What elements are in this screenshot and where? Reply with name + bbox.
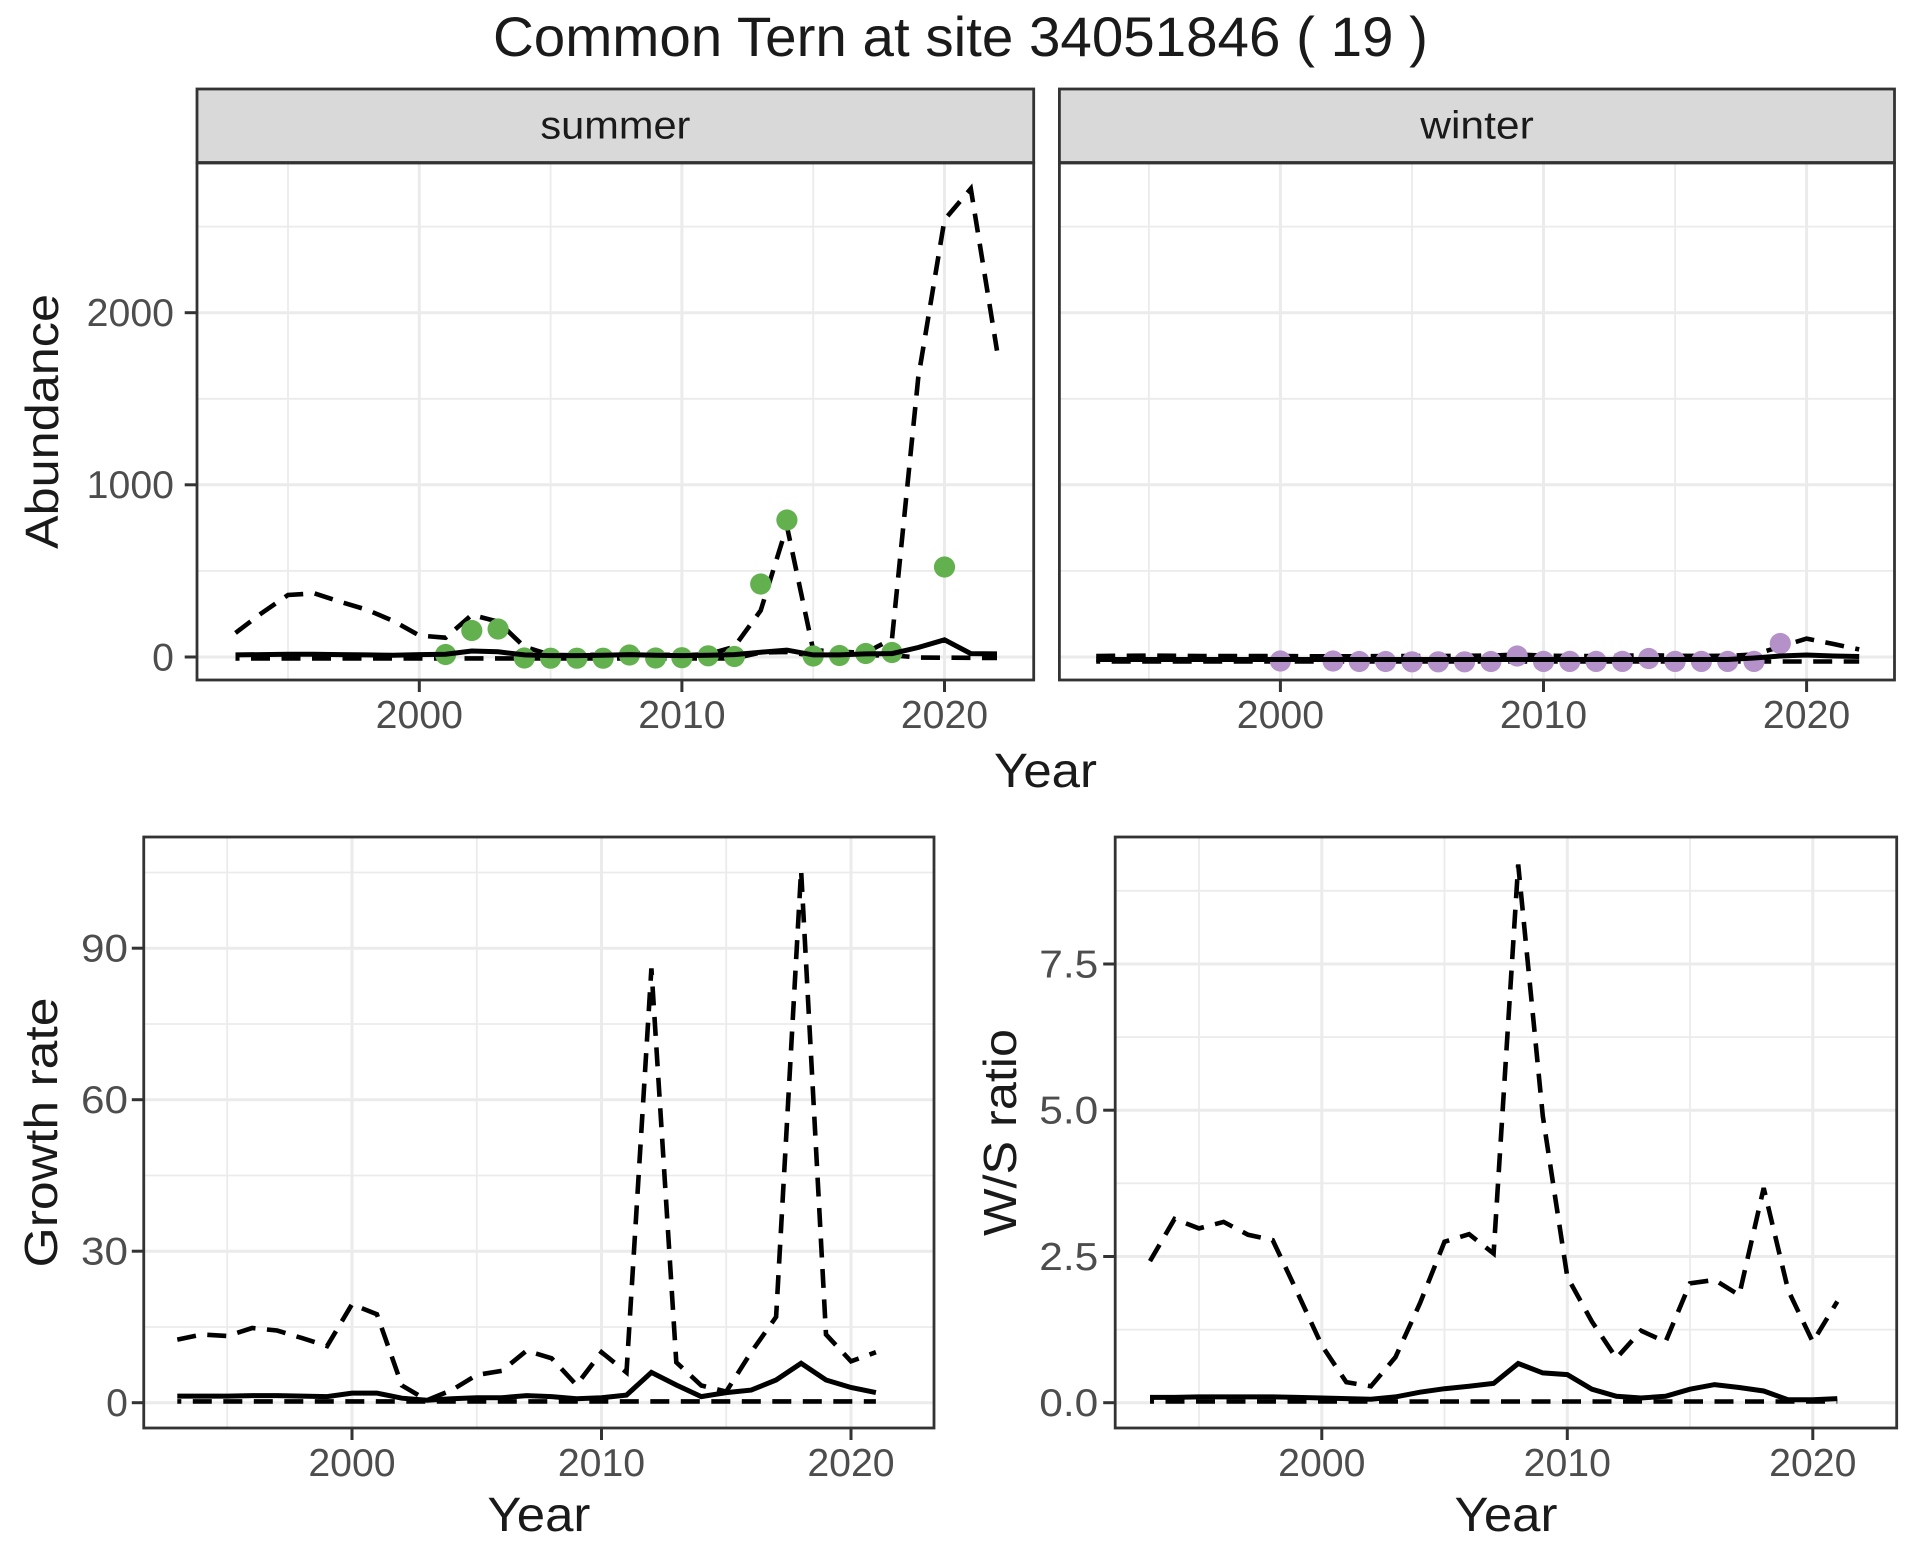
svg-text:90: 90 [81, 928, 128, 971]
svg-text:2010: 2010 [638, 694, 725, 737]
svg-text:Year: Year [1455, 1489, 1558, 1542]
svg-text:2010: 2010 [558, 1442, 645, 1485]
svg-text:5.0: 5.0 [1039, 1090, 1098, 1133]
svg-text:0: 0 [106, 1382, 128, 1425]
svg-text:W/S ratio: W/S ratio [974, 1029, 1026, 1236]
svg-text:Common Tern at site 34051846 (: Common Tern at site 34051846 ( 19 ) [493, 5, 1428, 68]
svg-text:7.5: 7.5 [1039, 943, 1098, 986]
svg-text:2000: 2000 [376, 694, 463, 737]
svg-text:2.5: 2.5 [1039, 1236, 1098, 1279]
svg-text:2020: 2020 [807, 1442, 894, 1485]
svg-text:30: 30 [81, 1231, 128, 1274]
svg-text:1000: 1000 [87, 464, 174, 507]
svg-text:Year: Year [487, 1489, 590, 1542]
svg-text:2000: 2000 [1237, 694, 1324, 737]
svg-text:60: 60 [81, 1079, 128, 1122]
svg-text:0: 0 [152, 636, 174, 679]
svg-text:Year: Year [994, 745, 1097, 798]
svg-text:2020: 2020 [1769, 1442, 1856, 1485]
svg-text:2020: 2020 [901, 694, 988, 737]
svg-text:2010: 2010 [1500, 694, 1587, 737]
svg-text:2000: 2000 [308, 1442, 395, 1485]
svg-text:Abundance: Abundance [16, 294, 68, 549]
svg-text:0.0: 0.0 [1039, 1382, 1098, 1425]
svg-text:2020: 2020 [1763, 694, 1850, 737]
svg-text:Growth rate: Growth rate [15, 998, 67, 1268]
svg-text:winter: winter [1419, 105, 1534, 148]
svg-text:2010: 2010 [1524, 1442, 1611, 1485]
svg-text:summer: summer [540, 105, 690, 148]
svg-text:2000: 2000 [87, 292, 174, 335]
svg-text:2000: 2000 [1278, 1442, 1365, 1485]
